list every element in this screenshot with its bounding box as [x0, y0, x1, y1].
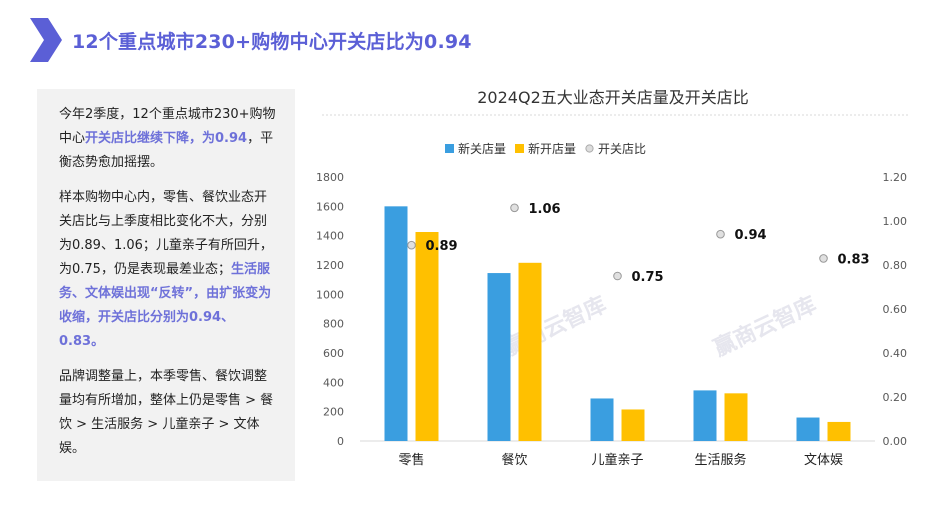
y-left-tick-label: 1000: [316, 288, 344, 301]
bar-open-3: [724, 393, 748, 441]
ratio-point-4: [819, 254, 828, 263]
summary-paragraph: 今年2季度，12个重点城市230+购物中心开关店比继续下降，为0.94，平衡态势…: [59, 103, 279, 175]
summary-panel: 今年2季度，12个重点城市230+购物中心开关店比继续下降，为0.94，平衡态势…: [37, 89, 295, 481]
ratio-point-0: [407, 240, 416, 250]
y-right-tick-label: 0.00: [883, 435, 908, 448]
legend-label: 新开店量: [528, 141, 576, 156]
legend-swatch: [445, 144, 454, 153]
watermark: 赢商云智库: [710, 292, 821, 362]
x-tick-label: 文体娱: [804, 453, 843, 468]
x-tick-label: 生活服务: [694, 452, 746, 468]
highlight-text: 生活服务、文体娱出现“反转”，由扩张变为收缩，开关店比分别为0.94、0.83。: [59, 262, 272, 349]
ratio-data-label: 0.75: [632, 270, 664, 285]
y-right-tick-label: 0.40: [883, 347, 908, 360]
legend-marker: [585, 144, 594, 153]
ratio-data-label: 0.89: [426, 239, 458, 254]
y-left-tick-label: 400: [323, 376, 344, 389]
x-tick-label: 儿童亲子: [591, 452, 643, 468]
bar-close-3: [693, 390, 717, 441]
ratio-data-label: 1.06: [529, 202, 561, 217]
chart-container: 赢商云智库 赢商云智库 2024Q2五大业态开关店量及开关店比新关店量 新开店量 开关店…: [300, 78, 940, 518]
ratio-point-3: [716, 229, 725, 239]
y-left-tick-label: 200: [323, 406, 344, 419]
bar-close-4: [796, 417, 820, 441]
y-left-tick-label: 600: [323, 347, 344, 360]
page-header: 12个重点城市230+购物中心开关店比为0.94: [28, 18, 472, 62]
bar-open-4: [827, 421, 851, 441]
x-tick-label: 餐饮: [501, 452, 527, 468]
y-left-tick-label: 0: [337, 435, 344, 448]
summary-paragraph: 品牌调整量上，本季零售、餐饮调整量均有所增加，整体上仍是零售 > 餐饮 > 生活…: [59, 365, 279, 461]
y-left-tick-label: 800: [323, 318, 344, 331]
legend-swatch: [515, 144, 524, 153]
bar-close-1: [487, 273, 511, 441]
ratio-point-1: [510, 203, 519, 213]
highlight-text: 开关店比继续下降，为0.94: [85, 131, 248, 146]
ratio-data-label: 0.83: [838, 252, 870, 267]
ratio-data-label: 0.94: [735, 228, 767, 243]
body-text: 样本购物中心内，零售、餐饮业态开关店比与上季度相比变化不大，分别为0.89、1.…: [59, 190, 273, 277]
page-title: 12个重点城市230+购物中心开关店比为0.94: [72, 30, 472, 53]
y-right-tick-label: 0.60: [883, 303, 908, 316]
y-right-tick-label: 1.20: [883, 171, 908, 184]
body-text: ，平衡态势愈加摇摆。: [59, 131, 274, 170]
bar-open-0: [415, 232, 439, 441]
y-left-tick-label: 1800: [316, 171, 344, 184]
bar-open-2: [621, 409, 645, 441]
ratio-point-2: [613, 271, 622, 281]
legend-label: 新关店量: [458, 141, 506, 156]
legend-label: 开关店比: [598, 142, 646, 156]
bar-close-0: [384, 206, 408, 441]
watermark: 赢商云智库: [500, 292, 611, 362]
bar-close-2: [590, 398, 614, 441]
chevron-icon: [28, 18, 62, 62]
chart-title: 2024Q2五大业态开关店量及开关店比: [477, 88, 749, 107]
body-text: 今年2季度，12个重点城市230+购物中心: [59, 107, 276, 146]
y-right-tick-label: 0.20: [883, 391, 908, 404]
bar-open-1: [518, 262, 542, 441]
y-right-tick-label: 1.00: [883, 215, 908, 228]
y-left-tick-label: 1600: [316, 200, 344, 213]
body-text: 品牌调整量上，本季零售、餐饮调整量均有所增加，整体上仍是零售 > 餐饮 > 生活…: [59, 369, 274, 456]
y-left-tick-label: 1400: [316, 230, 344, 243]
x-tick-label: 零售: [398, 452, 424, 468]
y-right-tick-label: 0.80: [883, 259, 908, 272]
summary-paragraph: 样本购物中心内，零售、餐饮业态开关店比与上季度相比变化不大，分别为0.89、1.…: [59, 186, 279, 354]
y-left-tick-label: 1200: [316, 259, 344, 272]
